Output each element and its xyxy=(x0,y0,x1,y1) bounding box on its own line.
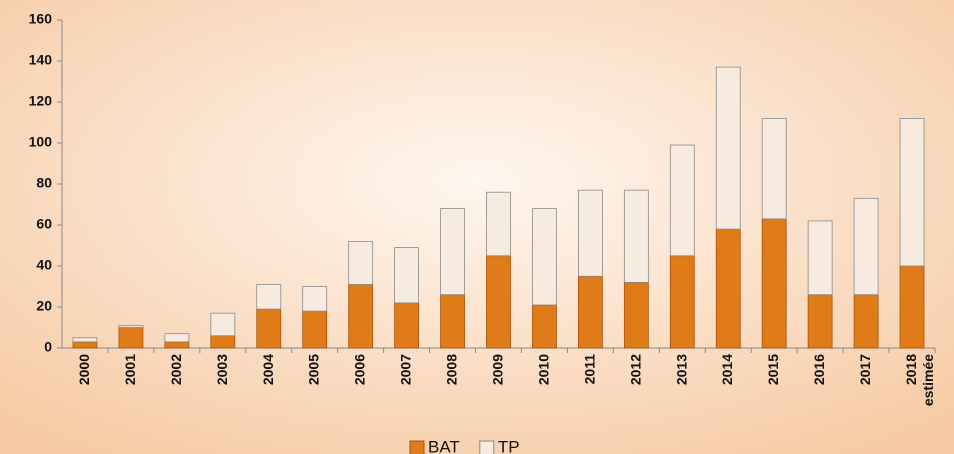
x-tick-label-line: 2015 xyxy=(765,354,781,385)
bar-segment xyxy=(669,255,695,349)
bar-segment xyxy=(623,281,649,349)
bar-segment xyxy=(532,304,557,349)
x-tick-label-line: 2011 xyxy=(581,354,597,385)
bar-segment xyxy=(853,197,879,296)
x-tick-label-line: 2010 xyxy=(535,354,551,385)
bar-segment xyxy=(72,341,98,349)
y-tick-label: 20 xyxy=(36,298,52,314)
x-tick-label: 2010 xyxy=(535,354,551,385)
y-tick-label: 120 xyxy=(29,93,53,109)
x-tick-label: 2016 xyxy=(811,354,827,385)
x-tick-label: 2006 xyxy=(351,354,367,385)
x-tick-label-line: 2005 xyxy=(305,354,321,385)
x-tick-label-line: 2009 xyxy=(489,354,505,385)
bar-segment xyxy=(118,325,144,328)
legend-label: BAT xyxy=(428,437,460,454)
x-tick-label: 2014 xyxy=(719,354,735,385)
bar-segment xyxy=(394,302,420,349)
bar-segment xyxy=(486,255,511,349)
legend-swatch xyxy=(409,440,425,454)
x-tick-label-line: 2008 xyxy=(443,354,459,385)
x-tick-label: 2004 xyxy=(259,354,275,385)
bar-segment xyxy=(715,66,741,230)
bar-segment xyxy=(532,208,557,306)
x-tick-label: 2017 xyxy=(857,354,873,385)
bar-segment xyxy=(302,286,328,312)
bar-segment xyxy=(118,327,144,349)
x-tick-label: 2015 xyxy=(765,354,781,385)
x-tick-label-line: 2006 xyxy=(351,354,367,385)
bar-segment xyxy=(486,191,511,257)
x-tick-label-line: 2013 xyxy=(673,354,689,385)
x-tick-label-line: 2004 xyxy=(259,354,275,385)
y-tick-label: 160 xyxy=(29,11,53,27)
bar-segment xyxy=(577,275,603,349)
y-tick-label: 140 xyxy=(29,52,53,68)
x-tick-label: 2009 xyxy=(489,354,505,385)
x-tick-label-line: estimée xyxy=(920,354,936,406)
bar-segment xyxy=(669,144,695,257)
x-tick-label-line: 2001 xyxy=(122,354,138,385)
bar-segment xyxy=(577,189,603,277)
bar-segment xyxy=(440,208,465,296)
x-tick-label: 2000 xyxy=(76,354,92,385)
x-tick-label-line: 2018 xyxy=(903,354,919,385)
x-tick-label-line: 2012 xyxy=(627,354,643,385)
bar-segment xyxy=(715,228,741,349)
bar-segment xyxy=(807,220,833,296)
bar-segment xyxy=(899,265,925,349)
x-tick-label: 2008 xyxy=(443,354,459,385)
bar-segment xyxy=(72,337,98,343)
bar-segment xyxy=(210,335,236,349)
x-tick-label: 2011 xyxy=(581,354,597,385)
x-tick-label: 2005 xyxy=(305,354,321,385)
bar-segment xyxy=(302,310,328,349)
bar-segment xyxy=(440,294,465,349)
bar-segment xyxy=(164,333,190,343)
x-tick-label: 2007 xyxy=(397,354,413,385)
bar-segment xyxy=(853,294,879,349)
bar-segment xyxy=(623,189,649,283)
x-tick-label-line: 2000 xyxy=(76,354,92,385)
legend-label: TP xyxy=(498,437,520,454)
x-tick-label: 2018estimée xyxy=(903,354,936,406)
bar-segment xyxy=(256,284,282,310)
bar-segment xyxy=(348,240,374,285)
bar-segment xyxy=(164,341,190,349)
x-tick-label-line: 2003 xyxy=(214,354,230,385)
y-tick-label: 100 xyxy=(29,134,53,150)
bar-segment xyxy=(210,312,236,337)
y-tick-label: 0 xyxy=(44,339,52,355)
bar-segment xyxy=(761,218,787,349)
bar-segment xyxy=(394,247,420,304)
bar-segment xyxy=(899,118,925,267)
x-tick-label: 2013 xyxy=(673,354,689,385)
x-tick-label: 2003 xyxy=(214,354,230,385)
bar-segment xyxy=(807,294,833,349)
y-tick-label: 60 xyxy=(36,216,52,232)
y-tick-label: 80 xyxy=(36,175,52,191)
legend-swatch xyxy=(479,440,495,454)
bar-segment xyxy=(348,284,374,349)
x-tick-label-line: 2007 xyxy=(397,354,413,385)
bar-segment xyxy=(761,118,787,220)
x-tick-label-line: 2017 xyxy=(857,354,873,385)
x-tick-label-line: 2002 xyxy=(168,354,184,385)
bar-segment xyxy=(256,308,282,349)
x-tick-label-line: 2016 xyxy=(811,354,827,385)
x-tick-label: 2012 xyxy=(627,354,643,385)
y-tick-label: 40 xyxy=(36,257,52,273)
x-tick-label: 2001 xyxy=(122,354,138,385)
x-tick-label-line: 2014 xyxy=(719,354,735,385)
x-tick-label: 2002 xyxy=(168,354,184,385)
